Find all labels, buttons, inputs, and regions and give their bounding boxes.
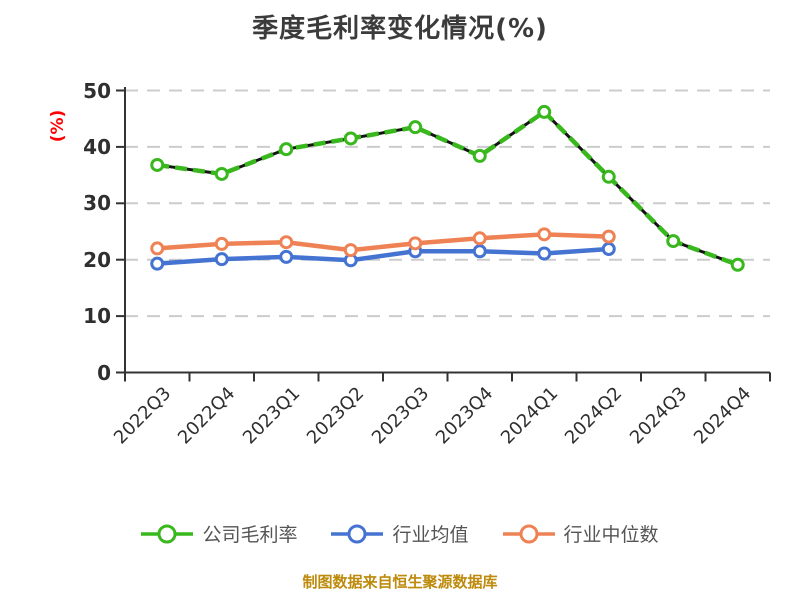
data-point-s0-2024Q2 <box>601 169 616 184</box>
series-line-1 <box>155 246 611 266</box>
y-tick-label: 10 <box>83 304 111 329</box>
data-point-s1-2024Q2 <box>601 241 616 256</box>
legend-marker-icon <box>331 524 384 543</box>
series-line-0 <box>156 109 739 267</box>
legend-label: 公司毛利率 <box>202 524 298 546</box>
data-point-s2-2023Q1 <box>279 235 294 250</box>
data-point-s1-2022Q4 <box>214 252 229 267</box>
data-point-s2-2023Q2 <box>343 243 358 258</box>
legend-marker-icon <box>141 524 194 543</box>
legend-marker-icon <box>502 524 555 543</box>
y-tick-label: 40 <box>83 134 111 159</box>
legend-item-0[interactable]: 公司毛利率 <box>141 520 297 547</box>
data-point-s2-2023Q4 <box>472 231 487 246</box>
data-point-s0-2024Q3 <box>666 234 681 249</box>
data-point-s0-2024Q1 <box>537 104 552 119</box>
data-point-s2-2023Q3 <box>408 236 423 251</box>
data-point-s0-2023Q2 <box>343 131 358 146</box>
data-point-s0-2023Q4 <box>472 148 487 163</box>
data-point-s2-2024Q2 <box>601 229 616 244</box>
y-tick-label: 50 <box>83 78 111 103</box>
chart-legend: 公司毛利率 行业均值 行业中位数 <box>0 520 800 547</box>
chart-title: 季度毛利率变化情况(%) <box>252 14 548 44</box>
data-point-s0-2024Q4 <box>730 257 745 272</box>
data-point-s1-2022Q3 <box>150 256 165 271</box>
data-point-s0-2023Q3 <box>408 120 423 135</box>
data-point-s1-2023Q4 <box>472 244 487 259</box>
legend-item-2[interactable]: 行业中位数 <box>502 520 659 547</box>
y-tick-label: 20 <box>83 247 111 272</box>
legend-item-1[interactable]: 行业均值 <box>331 520 469 547</box>
data-point-s0-2022Q4 <box>214 166 229 181</box>
data-point-s2-2024Q1 <box>537 227 552 242</box>
data-point-s1-2024Q1 <box>537 246 552 261</box>
legend-label: 行业均值 <box>392 524 469 546</box>
source-note: 制图数据来自恒生聚源数据库 <box>302 573 498 591</box>
data-point-s2-2022Q4 <box>214 236 229 251</box>
data-point-s2-2022Q3 <box>150 241 165 256</box>
y-tick-label: 0 <box>97 360 111 385</box>
series-line-2 <box>155 232 611 253</box>
data-point-s0-2022Q3 <box>150 157 165 172</box>
legend-label: 行业中位数 <box>563 524 659 546</box>
data-point-s0-2023Q1 <box>279 142 294 157</box>
data-point-s1-2023Q1 <box>279 249 294 264</box>
y-tick-label: 30 <box>83 191 111 216</box>
